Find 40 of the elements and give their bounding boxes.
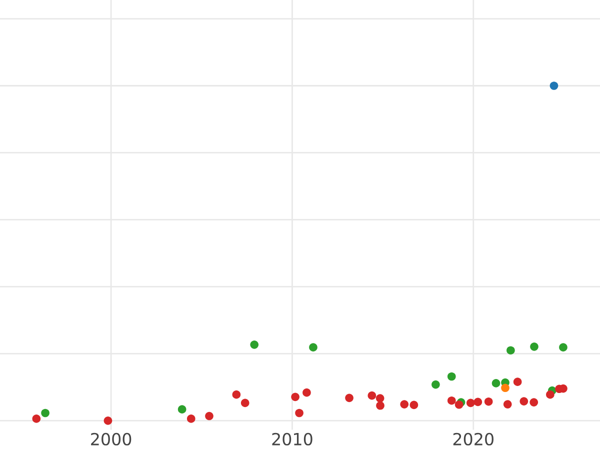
point: [400, 400, 409, 408]
point: [466, 398, 475, 408]
point: [513, 378, 522, 386]
point: [503, 400, 512, 408]
point: [520, 397, 528, 406]
x-tick-label: 2000: [91, 432, 132, 446]
point: [474, 398, 482, 406]
point: [302, 388, 311, 397]
point: [232, 390, 241, 399]
point: [447, 372, 456, 381]
point: [345, 394, 354, 402]
x-tick-label: 2010: [272, 432, 312, 446]
point: [250, 340, 259, 349]
point: [410, 400, 418, 410]
point: [309, 343, 318, 352]
point: [368, 391, 376, 400]
point: [506, 346, 515, 355]
point: [484, 397, 493, 406]
point: [432, 380, 440, 389]
point: [492, 379, 500, 388]
x-tick-label: 2020: [453, 432, 494, 446]
point: [41, 408, 50, 418]
point: [530, 342, 538, 351]
point: [454, 400, 464, 409]
point: [205, 412, 214, 420]
point: [291, 392, 300, 402]
point: [530, 398, 538, 406]
point: [447, 396, 456, 405]
point: [186, 414, 196, 423]
point: [295, 408, 304, 418]
point: [240, 398, 250, 408]
point: [559, 343, 568, 352]
point: [32, 414, 41, 423]
point: [376, 394, 384, 402]
point: [501, 384, 510, 392]
point: [376, 401, 384, 410]
point: [104, 416, 112, 425]
point: [550, 82, 558, 90]
point: [546, 390, 554, 399]
point: [178, 405, 186, 414]
